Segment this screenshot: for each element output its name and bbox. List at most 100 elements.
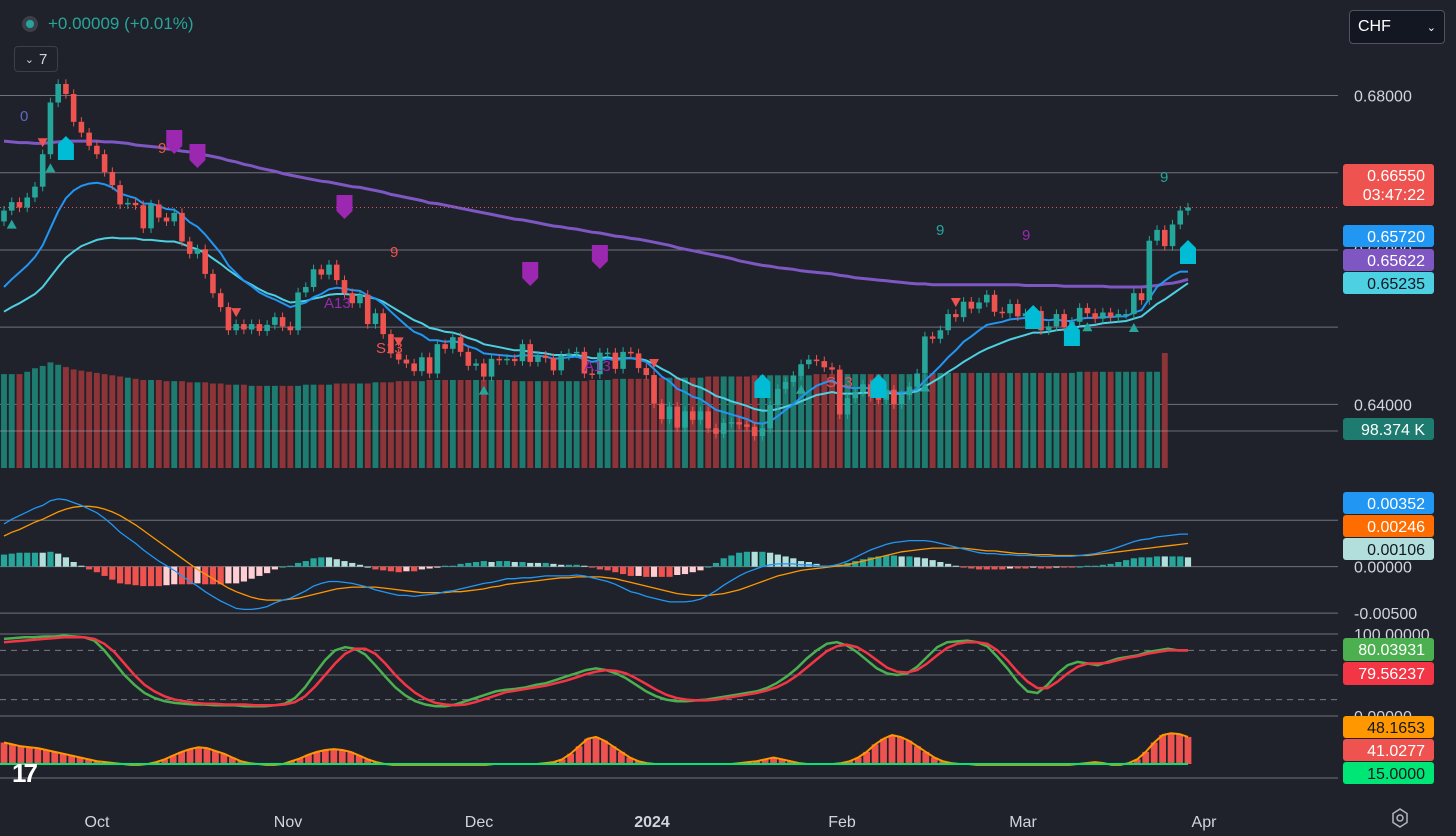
volume-bar: [93, 372, 100, 468]
macd-histogram-bar: [898, 556, 905, 567]
candle-body: [442, 344, 448, 349]
price-badge: [1343, 164, 1434, 206]
candle-body: [155, 204, 162, 218]
macd-histogram-bar: [952, 565, 959, 567]
osc-histogram-bar: [51, 751, 59, 764]
osc-histogram-bar: [787, 761, 794, 764]
volume-bar: [395, 381, 402, 468]
candle-body: [310, 269, 317, 288]
macd-histogram-bar: [387, 566, 395, 572]
volume-bar: [39, 365, 46, 468]
osc-histogram-bar: [220, 753, 228, 764]
macd-histogram-bar: [155, 566, 162, 587]
osc-histogram-bar: [913, 746, 921, 764]
candle-body: [101, 154, 108, 172]
osc-histogram-bar: [753, 761, 761, 764]
candle-body: [821, 361, 828, 368]
volume-bar: [186, 382, 193, 468]
currency-select[interactable]: CHF ⌄: [1349, 10, 1445, 44]
macd-histogram-bar: [875, 556, 882, 567]
volume-bar: [774, 375, 781, 468]
volume-bar: [310, 384, 317, 468]
volume-bar: [504, 379, 510, 468]
macd-signal-line: [3, 505, 1189, 601]
count-annotation: 9: [1160, 169, 1168, 186]
volume-bar: [155, 379, 162, 468]
candle-body: [186, 241, 193, 254]
macd-histogram-bar: [480, 561, 487, 567]
osc-histogram-bar: [321, 750, 329, 764]
volume-bar: [713, 376, 719, 468]
buy-signal-marker: [1128, 323, 1139, 333]
ema-fast-badge-text: 0.65720: [1367, 229, 1425, 246]
candle-body: [1045, 326, 1052, 331]
volume-bar: [240, 384, 247, 468]
volume-bar: [210, 383, 216, 468]
macd-histogram-bar: [310, 558, 317, 567]
x-axis-label: Oct: [85, 814, 110, 831]
volume-bar: [983, 372, 990, 468]
candle-body: [829, 367, 835, 370]
macd-histogram-bar: [1138, 557, 1145, 567]
macd-histogram-bar: [743, 551, 750, 567]
macd-histogram-bar: [225, 566, 232, 584]
macd-histogram-bar: [442, 565, 449, 567]
macd-histogram-bar: [666, 566, 673, 577]
buy-signal-marker: [1082, 322, 1093, 332]
macd-histogram-bar: [643, 566, 650, 577]
osc-histogram-bar: [330, 749, 338, 764]
osc-histogram-bar: [42, 750, 50, 764]
x-axis-label: Feb: [828, 814, 856, 831]
osc-histogram-bar: [846, 761, 854, 764]
candle-body: [914, 373, 920, 387]
osc-histogram-bar: [1159, 735, 1167, 764]
osc-histogram-bar: [930, 757, 938, 764]
candle-body: [32, 186, 38, 198]
count-annotation: 9: [390, 244, 398, 261]
candle-body: [1084, 307, 1091, 314]
osc-histogram-bar: [68, 755, 76, 764]
candle-body: [720, 422, 727, 434]
buy-flag-marker: [754, 374, 771, 398]
candle-body: [844, 398, 851, 415]
count-annotation: 0: [20, 108, 28, 125]
x-axis-label: Mar: [1009, 814, 1037, 831]
macd-histogram-bar: [751, 551, 758, 567]
macd-badge-text: 0.00352: [1367, 496, 1425, 513]
volume-bar: [1022, 372, 1029, 468]
osc-histogram-bar: [9, 744, 16, 764]
macd-histogram-bar: [596, 566, 603, 570]
volume-bar: [875, 374, 882, 468]
macd-histogram-bar: [1076, 566, 1083, 568]
candle-body: [55, 83, 61, 103]
osc-histogram-bar: [59, 753, 67, 764]
candle-body: [279, 317, 286, 327]
volume-bar: [418, 381, 425, 468]
volume-bar: [1007, 372, 1013, 468]
candle-body: [210, 273, 216, 294]
volume-bar: [581, 381, 588, 468]
collapse-indicators-button[interactable]: ⌄ 7: [14, 46, 58, 72]
volume-bar: [604, 379, 611, 468]
stoch-d-badge-text: 79.56237: [1358, 666, 1425, 683]
macd-histogram-bar: [93, 566, 100, 573]
macd-histogram-bar: [1045, 566, 1052, 569]
buy-signal-marker: [6, 219, 17, 229]
osc-histogram-bar: [634, 761, 642, 764]
candle-body: [63, 83, 69, 95]
volume-bar: [496, 379, 503, 468]
macd-histogram-bar: [759, 551, 766, 567]
candle-body: [1138, 293, 1145, 301]
volume-badge: [1343, 418, 1434, 440]
candle-body: [419, 357, 425, 372]
volume-bar: [798, 375, 805, 468]
candle-body: [148, 204, 154, 229]
macd-histogram-bar: [534, 562, 542, 567]
macd-histogram-bar: [171, 566, 178, 585]
volume-bar: [333, 383, 340, 468]
osc-histogram-bar: [237, 761, 245, 764]
osc-histogram-bar: [888, 735, 896, 764]
macd-histogram-bar: [62, 557, 70, 567]
macd-histogram-bar: [124, 566, 131, 585]
settings-icon[interactable]: [1390, 808, 1410, 828]
